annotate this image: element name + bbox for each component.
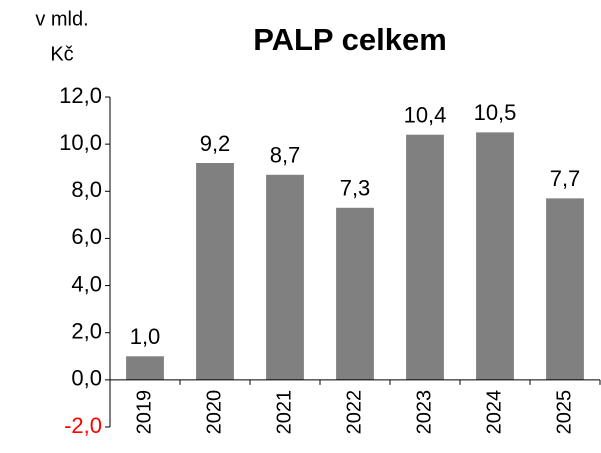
y-tick-label: 12,0 — [59, 83, 102, 108]
value-label: 8,7 — [270, 143, 301, 168]
x-tick-label: 2021 — [273, 390, 295, 435]
x-tick-label: 2023 — [413, 390, 435, 435]
bar — [196, 163, 234, 380]
bar — [336, 207, 374, 380]
value-label: 7,3 — [340, 176, 371, 201]
bar — [266, 174, 304, 380]
value-label: 7,7 — [550, 166, 581, 191]
bar — [546, 198, 584, 380]
x-tick-label: 2022 — [343, 390, 365, 435]
x-tick-label: 2025 — [553, 390, 575, 435]
x-tick-label: 2024 — [483, 390, 505, 435]
bar — [126, 356, 164, 380]
y-tick-label: 0,0 — [71, 366, 102, 391]
bar — [406, 134, 444, 380]
x-tick-label: 2019 — [133, 390, 155, 435]
y-unit-label: Kč — [50, 43, 73, 65]
value-label: 10,5 — [474, 100, 517, 125]
y-tick-label: 8,0 — [71, 177, 102, 202]
y-tick-label: 2,0 — [71, 319, 102, 344]
y-tick-label: 4,0 — [71, 271, 102, 296]
bar — [476, 132, 514, 380]
y-tick-label: -2,0 — [64, 413, 102, 438]
y-unit-label: v mld. — [35, 8, 88, 30]
value-label: 9,2 — [200, 131, 231, 156]
chart-title: PALP celkem — [253, 22, 447, 57]
y-tick-label: 10,0 — [59, 130, 102, 155]
x-tick-label: 2020 — [203, 390, 225, 435]
y-tick-label: 6,0 — [71, 224, 102, 249]
value-label: 1,0 — [130, 324, 161, 349]
value-label: 10,4 — [404, 103, 447, 128]
